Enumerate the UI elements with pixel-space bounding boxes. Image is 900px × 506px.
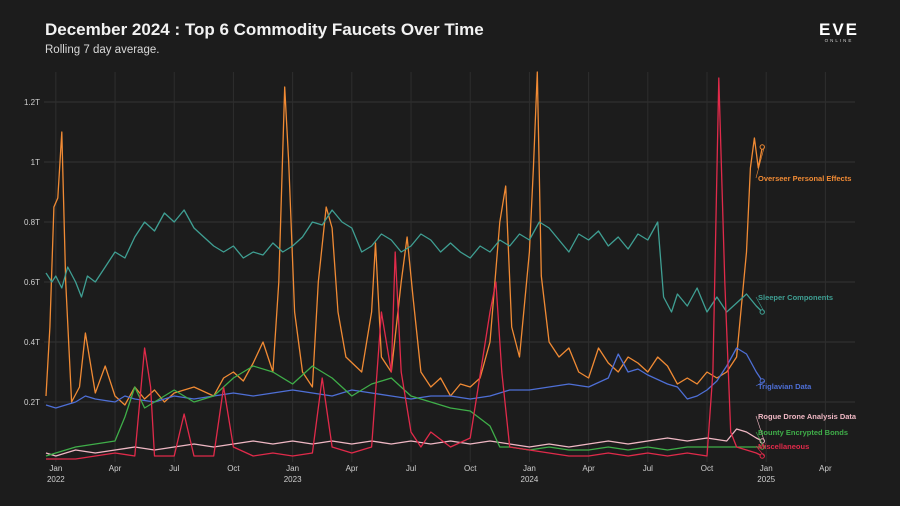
series-line-bounty-encrypted-bonds (45, 365, 763, 457)
series-end-marker-overseer-personal-effects (759, 144, 765, 150)
series-label-triglavian-data: Triglavian Data (758, 382, 812, 391)
x-tick-label: Jul (643, 464, 653, 473)
series-label-miscellaneous: Miscellaneous (758, 442, 809, 451)
x-tick-year-label: 2024 (521, 475, 539, 484)
y-tick-label: 0.8T (24, 218, 40, 227)
series-leader-rogue-drone-analysis-data (755, 415, 765, 442)
x-tick-label: Jul (406, 464, 416, 473)
x-tick-label: Oct (464, 464, 477, 473)
eve-online-logo: EVE ONLINE (814, 20, 864, 43)
series-label-overseer-personal-effects: Overseer Personal Effects (758, 174, 851, 183)
y-tick-label: 0.4T (24, 338, 40, 347)
series-label-bounty-encrypted-bonds: Bounty Encrypted Bonds (758, 428, 848, 437)
series-leader-triglavian-data (755, 380, 765, 387)
y-tick-label: 1.2T (24, 98, 40, 107)
x-tick-label: Apr (819, 464, 832, 473)
series-end-marker-sleeper-components (759, 309, 765, 315)
x-tick-year-label: 2025 (757, 475, 775, 484)
x-tick-label: Jan (760, 464, 773, 473)
series-label-sleeper-components: Sleeper Components (758, 293, 833, 302)
chart-subtitle: Rolling 7 day average. (45, 44, 160, 56)
y-tick-label: 0.2T (24, 398, 40, 407)
x-tick-label: Apr (582, 464, 595, 473)
logo-text: EVE (818, 20, 860, 39)
series-end-marker-miscellaneous (759, 453, 765, 459)
chart-title: December 2024 : Top 6 Commodity Faucets … (45, 20, 484, 39)
series-line-overseer-personal-effects (45, 71, 763, 406)
series-line-miscellaneous (46, 77, 763, 460)
x-tick-year-label: 2022 (47, 475, 65, 484)
series-leader-bounty-encrypted-bonds (755, 431, 765, 448)
y-tick-label: 0.6T (24, 278, 40, 287)
series-leader-overseer-personal-effects (755, 146, 765, 179)
series-line-triglavian-data (45, 347, 763, 409)
series-line-sleeper-components (45, 209, 763, 313)
series-label-rogue-drone-analysis-data: Rogue Drone Analysis Data (758, 412, 857, 421)
x-tick-label: Jan (49, 464, 62, 473)
x-tick-label: Jul (169, 464, 179, 473)
x-tick-label: Apr (346, 464, 359, 473)
x-tick-label: Jan (523, 464, 536, 473)
x-tick-label: Oct (701, 464, 714, 473)
x-tick-year-label: 2023 (284, 475, 302, 484)
x-tick-label: Jan (286, 464, 299, 473)
series-line-rogue-drone-analysis-data (45, 428, 763, 457)
y-tick-label: 1T (31, 158, 40, 167)
series-leader-miscellaneous (755, 445, 765, 457)
x-tick-label: Oct (227, 464, 240, 473)
series-end-marker-triglavian-data (759, 378, 765, 384)
x-tick-label: Apr (109, 464, 122, 473)
series-leader-sleeper-components (755, 296, 765, 313)
logo-subtext: ONLINE (824, 38, 854, 43)
